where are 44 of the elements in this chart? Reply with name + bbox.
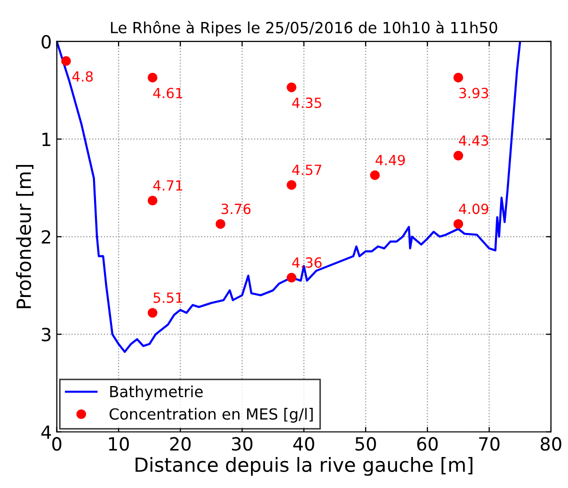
legend-label: Concentration en MES [g/l] [110, 408, 313, 423]
annotation: 4.09 [458, 204, 488, 214]
point [286, 272, 296, 283]
point [61, 56, 71, 66]
x-tick-label: 0 [52, 437, 62, 451]
y-tick-label: 4 [41, 426, 51, 439]
point [453, 219, 464, 229]
point [286, 180, 296, 190]
annotation: 4.43 [458, 135, 488, 146]
line-series [56, 41, 522, 353]
point [370, 170, 380, 180]
x-tick-label: 20 [170, 437, 191, 451]
annotation: 4.71 [153, 180, 182, 191]
y-tick-label: 1 [42, 132, 50, 146]
x-tick-label: 40 [293, 437, 314, 451]
annotation: 3.93 [459, 88, 488, 98]
point [216, 219, 226, 229]
x-tick-label: 30 [232, 437, 252, 451]
annotation: 4.8 [72, 71, 93, 82]
annotation: 4.36 [292, 257, 322, 268]
y-tick-label: 2 [42, 230, 50, 244]
y-axis-title: Profondeur [m] [16, 164, 34, 308]
x-tick-label: 10 [109, 437, 129, 451]
x-tick-label: 70 [479, 437, 500, 451]
point [148, 72, 158, 82]
point [148, 196, 158, 206]
annotation: 4.49 [376, 154, 405, 166]
x-tick-label: 80 [540, 437, 562, 451]
x-tick-label: 50 [356, 437, 376, 451]
annotation: 4.35 [292, 98, 322, 108]
annotation: 3.76 [222, 204, 251, 214]
x-axis-title: Distance depuis la rive gauche [m] [136, 456, 472, 476]
annotation: 4.61 [153, 88, 182, 98]
point [453, 150, 464, 161]
point [286, 82, 296, 92]
y-tick-label: 3 [42, 328, 50, 342]
annotation: 5.51 [154, 292, 182, 303]
point [148, 308, 158, 318]
y-tick-label: 0 [42, 34, 51, 49]
point [453, 72, 464, 82]
annotation: 4.57 [292, 164, 322, 176]
chart-title: Le Rhône à Ripes le 25/05/2016 de 10h10 à 11h50 [111, 20, 498, 36]
x-tick-label: 60 [417, 437, 438, 451]
legend-label: Bathymetrie [110, 386, 203, 400]
